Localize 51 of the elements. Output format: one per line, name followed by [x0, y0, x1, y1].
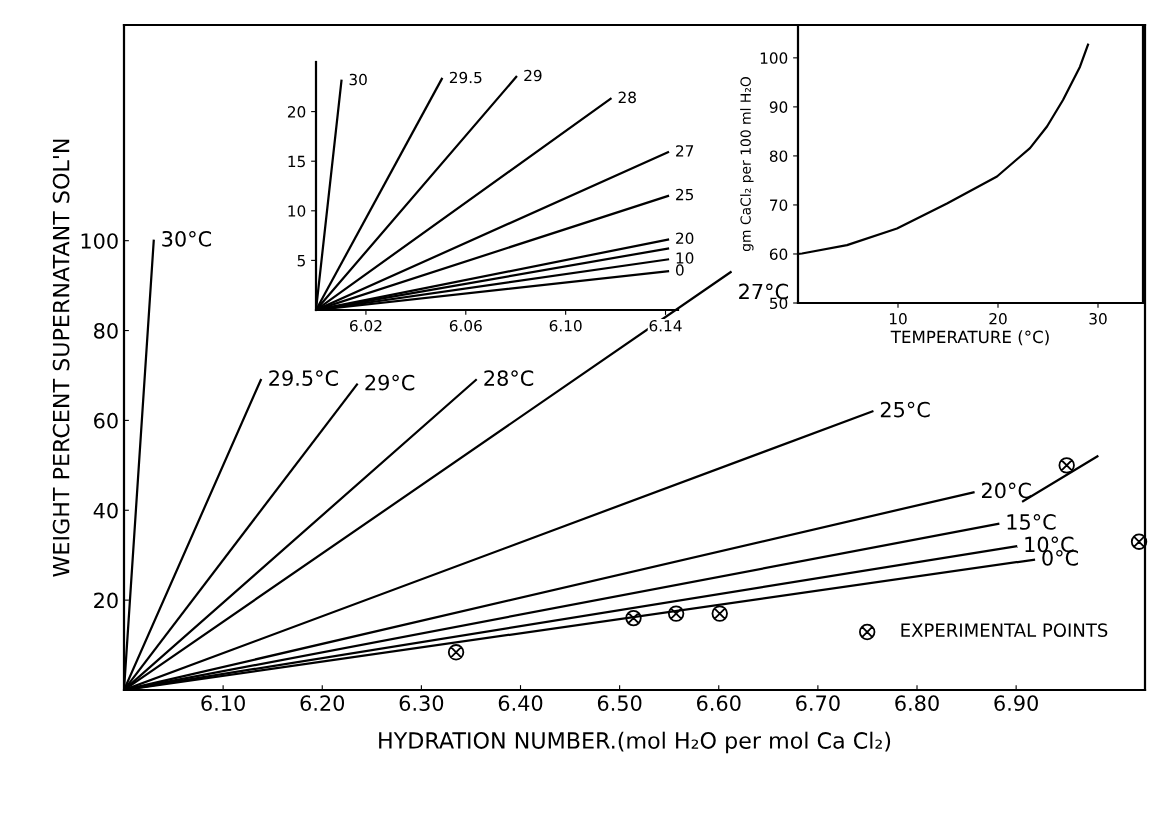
series-label: 20 [676, 232, 694, 244]
series-label: 10 [676, 252, 694, 264]
x-tick-label: 6.80 [895, 695, 939, 711]
x-tick-label: 6.10 [549, 319, 582, 332]
series-label: 0 [675, 264, 684, 276]
y-tick-label: 60 [94, 412, 118, 429]
x-tick-label: 6.40 [498, 695, 543, 711]
x-tick-label: 6.14 [649, 319, 682, 332]
y-tick-label: 100 [81, 233, 118, 249]
y-tick-label: 10 [288, 205, 306, 217]
series-label: 20°C [981, 482, 1031, 499]
y-tick-label: 5 [297, 255, 305, 267]
y-tick-label: 15 [288, 155, 305, 168]
y-tick-label: 100 [760, 52, 788, 64]
y-tick-label: 80 [94, 322, 118, 339]
y-tick-label: 20 [94, 592, 118, 609]
x-tick-label: 30 [1089, 312, 1107, 325]
y-axis-title: gm CaCl₂ per 100 ml H₂O [740, 76, 754, 252]
x-tick-label: 6.50 [597, 695, 642, 711]
series-label: 30 [349, 73, 367, 86]
x-tick-label: 6.10 [201, 695, 245, 711]
series-label: 30°C [162, 230, 212, 247]
series-label: 25°C [880, 401, 930, 418]
series-label: 15°C [1007, 514, 1056, 530]
x-tick-label: 6.02 [349, 319, 382, 332]
x-tick-label: 6.30 [399, 695, 444, 711]
y-tick-label: 60 [769, 248, 788, 260]
series-label: 29°C [365, 374, 415, 391]
x-tick-label: 6.60 [697, 695, 741, 711]
y-axis-title: WEIGHT PERCENT SUPERNATANT SOL'N [52, 139, 70, 577]
x-axis-title: HYDRATION NUMBER.(mol H₂O per mol Ca Cl₂) [379, 731, 891, 754]
y-tick-label: 70 [770, 199, 788, 211]
series-label: 29 [524, 69, 542, 82]
x-axis-title: TEMPERATURE (°C) [890, 330, 1049, 346]
x-tick-label: 6.20 [300, 695, 345, 711]
y-tick-label: 90 [769, 101, 788, 113]
x-tick-label: 10 [889, 312, 907, 325]
x-tick-label: 20 [989, 312, 1007, 325]
series-label: 25 [676, 188, 694, 201]
x-tick-label: 6.70 [796, 695, 840, 711]
series-label: 29.5 [449, 71, 482, 84]
y-tick-label: 80 [769, 150, 788, 162]
y-tick-label: 20 [287, 106, 306, 118]
y-tick-label: 40 [93, 502, 118, 519]
series-label: 28°C [484, 370, 534, 387]
x-tick-label: 6.90 [994, 695, 1038, 711]
series-label: 27 [676, 145, 694, 157]
series-label: 28 [618, 91, 636, 104]
series-label: 29.5°C [269, 370, 338, 387]
x-tick-label: 6.06 [449, 319, 482, 332]
legend-label: EXPERIMENTAL POINTS [901, 623, 1108, 637]
